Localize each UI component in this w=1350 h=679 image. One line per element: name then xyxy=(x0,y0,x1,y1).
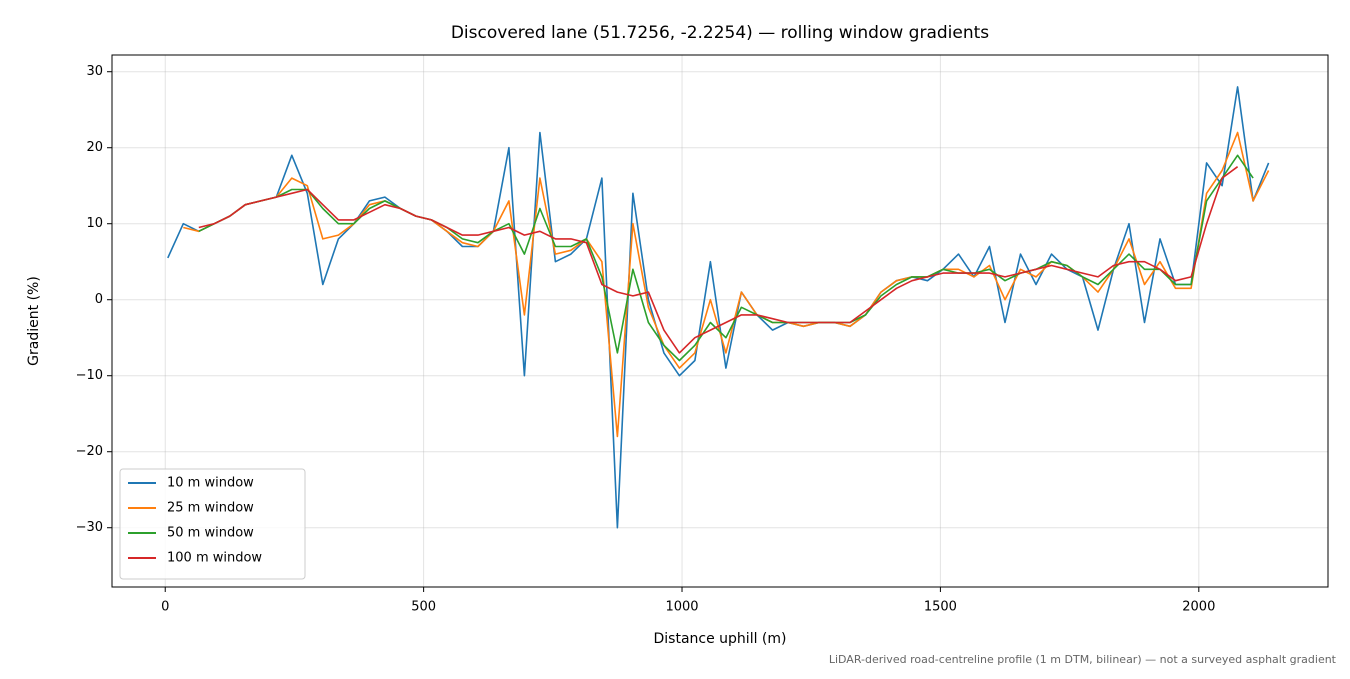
legend-label: 10 m window xyxy=(167,476,254,491)
x-tick-label: 0 xyxy=(161,600,169,615)
x-tick-label: 1000 xyxy=(665,600,698,615)
x-tick-label: 500 xyxy=(411,600,436,615)
y-tick-label: −20 xyxy=(76,444,103,459)
y-axis-label: Gradient (%) xyxy=(26,276,42,366)
series-line xyxy=(198,166,1239,354)
x-tick-label: 2000 xyxy=(1182,600,1215,615)
chart-title: Discovered lane (51.7256, -2.2254) — rol… xyxy=(451,23,989,43)
y-tick-label: −30 xyxy=(76,520,103,535)
y-tick-label: 30 xyxy=(86,64,103,79)
legend-label: 100 m window xyxy=(167,551,262,566)
legend-box xyxy=(119,468,306,580)
series-line xyxy=(198,154,1254,362)
plot-frame xyxy=(111,54,1329,588)
y-tick-label: 20 xyxy=(86,140,103,155)
y-tick-label: 0 xyxy=(95,292,103,307)
x-axis-label: Distance uphill (m) xyxy=(654,631,787,647)
legend-label: 50 m window xyxy=(167,526,254,541)
y-tick-label: −10 xyxy=(76,368,103,383)
legend: 10 m window 25 m window 50 m window 100 m w… xyxy=(119,468,306,580)
series-line xyxy=(183,131,1270,438)
x-tick-label: 1500 xyxy=(924,600,957,615)
footnote: LiDAR-derived road-centreline profile (1… xyxy=(829,653,1337,666)
legend-label: 25 m window xyxy=(167,501,254,516)
y-tick-label: 10 xyxy=(86,216,103,231)
